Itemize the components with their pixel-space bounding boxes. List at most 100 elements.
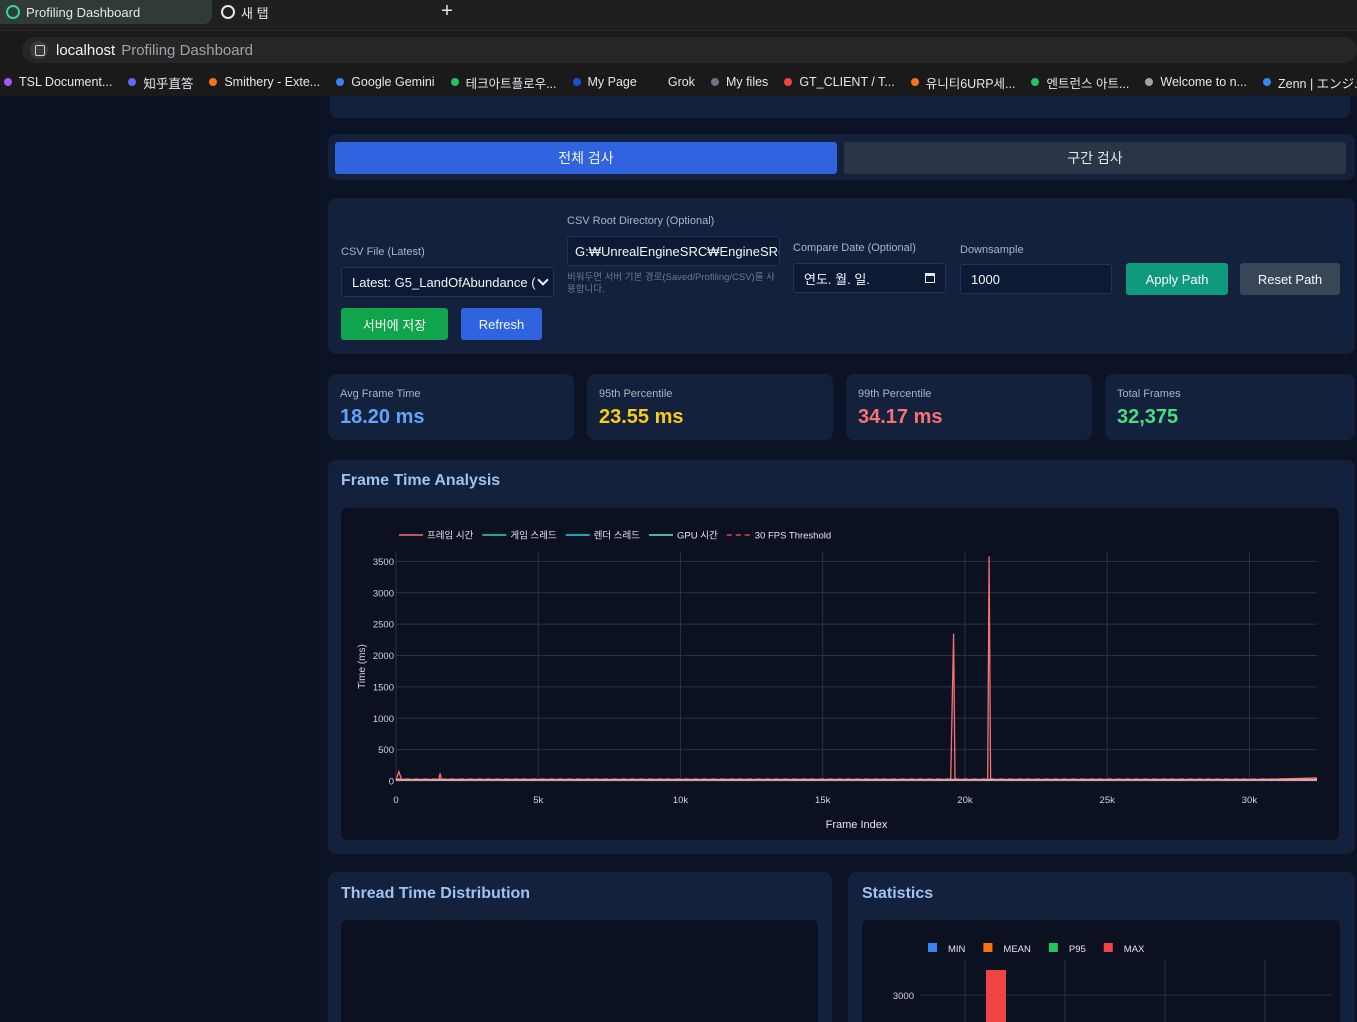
bookmark-label: Grok	[667, 75, 695, 89]
bookmark-item[interactable]: Welcome to n...	[1145, 75, 1247, 89]
bookmark-favicon-icon	[572, 78, 581, 86]
frame-time-title: Frame Time Analysis	[341, 472, 501, 489]
tab-label: Profiling Dashboard	[26, 4, 141, 20]
bookmark-label: 유니티6URP세...	[925, 76, 1016, 91]
bookmark-label: Smithery - Exte...	[224, 75, 321, 89]
csv-file-value: Latest: G5_LandOfAbundance (	[352, 274, 536, 290]
full-scan-button[interactable]: 전체 검사	[335, 142, 837, 174]
browser-tab-bar: Profiling Dashboard 새 탭 +	[0, 0, 1357, 30]
tab-new-tab[interactable]: 새 탭	[215, 0, 430, 24]
stat-card-avg: Avg Frame Time 18.20 ms	[328, 374, 574, 440]
bookmark-item[interactable]: Grok	[652, 75, 695, 89]
bookmark-item[interactable]: 유니티6URP세...	[910, 73, 1016, 92]
chevron-down-icon	[537, 274, 549, 286]
bookmark-label: Zenn | エンジ...	[1278, 76, 1357, 91]
thread-time-card: Thread Time Distribution	[328, 872, 832, 1022]
statistics-chart: MIN MEAN P95 MAX 3000	[893, 943, 1332, 1022]
downsample-label: Downsample	[960, 244, 1024, 256]
statistics-plot: MIN MEAN P95 MAX 3000	[862, 920, 1340, 1022]
y-tick-label: 500	[378, 745, 394, 756]
legend-swatch	[1103, 943, 1113, 952]
stat-card-p99: 99th Percentile 34.17 ms	[846, 374, 1092, 440]
y-tick-label: 1500	[373, 682, 394, 693]
bookmark-item[interactable]: Smithery - Exte...	[209, 75, 320, 89]
bookmark-favicon-icon	[652, 78, 661, 86]
bookmark-item[interactable]: My Page	[572, 75, 637, 89]
calendar-icon[interactable]	[925, 273, 935, 283]
csv-file-select[interactable]: Latest: G5_LandOfAbundance (	[341, 267, 554, 297]
bookmark-label: 엔트런스 아트...	[1046, 76, 1130, 91]
url-host: localhost	[56, 41, 116, 59]
frame-time-chart: 0 500 1000 1500 2000 2500 3000 3500 0 5k 10k 15k 20k…	[357, 530, 1318, 831]
csv-root-label: CSV Root Directory (Optional)	[567, 215, 715, 227]
csv-root-hint: 비워두면 서버 기본 경로(Saved/Profiling/CSV)를 사용합니…	[567, 272, 775, 295]
downsample-value: 1000	[971, 271, 1000, 287]
bookmark-item[interactable]: 엔트런스 아트...	[1031, 73, 1129, 92]
tab-favicon-icon	[6, 5, 20, 19]
stat-value: 32,375	[1117, 406, 1179, 428]
bookmark-label: 테크아트플로우...	[465, 76, 557, 91]
bookmark-label: My Page	[587, 75, 637, 89]
csv-file-label: CSV File (Latest)	[341, 246, 425, 258]
frame-time-plot: 0 500 1000 1500 2000 2500 3000 3500 0 5k 10k 15k 20k…	[341, 508, 1339, 840]
thread-time-plot	[341, 920, 818, 1022]
y-tick-label: 0	[389, 777, 394, 788]
new-tab-button[interactable]: +	[441, 0, 453, 22]
bookmark-item[interactable]: My files	[710, 75, 768, 89]
bookmark-item[interactable]: TSL Document...	[4, 75, 112, 89]
stat-title: Avg Frame Time	[340, 388, 421, 400]
statistics-card: Statistics MIN MEAN P95 MAX 3000	[848, 872, 1355, 1022]
legend-swatch	[983, 943, 993, 952]
bookmark-favicon-icon	[1031, 78, 1040, 86]
legend-label: P95	[1069, 944, 1086, 955]
bookmark-favicon-icon	[910, 78, 919, 86]
range-scan-button[interactable]: 구간 검사	[844, 142, 1346, 174]
bookmark-item[interactable]: 知乎直答	[128, 73, 193, 92]
bookmark-item[interactable]: Google Gemini	[336, 75, 435, 89]
legend-label: MAX	[1124, 944, 1145, 955]
bookmark-label: 知乎直答	[143, 76, 194, 91]
url-input[interactable]: localhost Profiling Dashboard	[22, 37, 1357, 63]
statistics-title: Statistics	[862, 885, 934, 902]
stat-title: 99th Percentile	[858, 388, 932, 400]
series-line-0	[395, 556, 1318, 781]
save-to-server-button[interactable]: 서버에 저장	[341, 308, 448, 340]
bookmark-item[interactable]: Zenn | エンジ...	[1263, 73, 1357, 92]
y-tick-label: 2500	[373, 620, 394, 631]
x-tick-label: 10k	[673, 795, 689, 806]
bookmark-label: Google Gemini	[351, 75, 435, 89]
y-tick-label: 3000	[893, 991, 914, 1002]
bookmark-item[interactable]: GT_CLIENT / T...	[784, 75, 895, 89]
x-tick-label: 30k	[1242, 795, 1258, 806]
csv-root-input[interactable]: G:₩UnrealEngineSRC₩EngineSRC₩	[567, 236, 780, 266]
legend-label: GPU 시간	[677, 531, 718, 542]
compass-icon	[221, 5, 235, 19]
compare-date-input[interactable]: 연도. 월. 일.	[793, 263, 946, 293]
bookmark-favicon-icon	[1263, 78, 1271, 86]
bookmark-favicon-icon	[710, 78, 719, 86]
mode-toggle-card: 전체 검사 구간 검사	[328, 134, 1355, 180]
bookmark-item[interactable]: 테크아트플로우...	[450, 73, 557, 92]
x-tick-label: 0	[393, 795, 398, 806]
legend-label: MIN	[948, 944, 966, 955]
tab-profiling-dashboard[interactable]: Profiling Dashboard	[0, 0, 212, 24]
sidebar	[0, 96, 320, 1022]
bookmark-favicon-icon	[209, 78, 218, 86]
csv-root-value: G:₩UnrealEngineSRC₩EngineSRC₩	[575, 243, 780, 259]
reset-path-button[interactable]: Reset Path	[1240, 263, 1340, 295]
header-card-edge	[330, 96, 1350, 118]
x-tick-label: 20k	[957, 795, 973, 806]
bookmark-label: Welcome to n...	[1160, 75, 1247, 89]
site-info-icon[interactable]	[30, 41, 48, 59]
x-axis-label: Frame Index	[826, 819, 888, 831]
url-page-title: Profiling Dashboard	[121, 41, 253, 59]
downsample-input[interactable]: 1000	[960, 264, 1112, 294]
refresh-button[interactable]: Refresh	[461, 308, 542, 340]
apply-path-button[interactable]: Apply Path	[1126, 263, 1228, 295]
bookmark-favicon-icon	[784, 78, 793, 86]
max-bar	[986, 970, 1006, 1022]
y-tick-label: 3000	[373, 588, 394, 599]
stat-title: 95th Percentile	[599, 388, 673, 400]
legend-label: MEAN	[1003, 944, 1031, 955]
stat-card-total: Total Frames 32,375	[1105, 374, 1355, 440]
